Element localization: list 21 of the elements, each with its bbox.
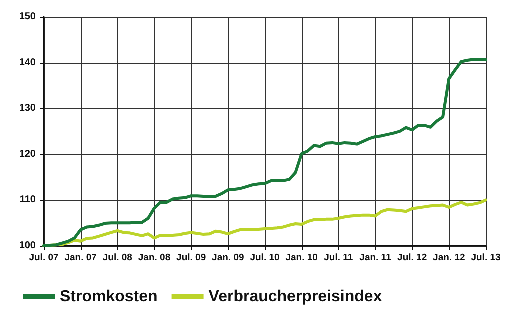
x-tick-label: Jul. 09 <box>176 252 206 264</box>
legend-label: Verbraucherpreisindex <box>208 288 382 306</box>
x-tick-label: Jan. 11 <box>360 252 392 264</box>
x-tick-label: Jan. 08 <box>138 252 171 264</box>
x-tick-label: Jan. 12 <box>433 252 466 264</box>
x-tick-label: Jul. 12 <box>398 252 428 264</box>
x-tick-label: Jul. 08 <box>102 252 132 264</box>
x-tick-label: Jan. 07 <box>64 252 97 264</box>
y-tick-label: 150 <box>19 12 36 22</box>
x-tick-label: Jan. 10 <box>286 252 318 264</box>
legend-label: Stromkosten <box>60 288 158 306</box>
x-tick-label: Jul. 11 <box>324 252 354 264</box>
x-tick-label: Jul. 07 <box>29 252 59 264</box>
y-tick-label: 110 <box>20 194 36 206</box>
y-tick-label: 140 <box>19 57 36 68</box>
y-tick-label: 100 <box>19 240 36 252</box>
y-tick-label: 120 <box>19 148 36 160</box>
y-tick-label: 130 <box>19 103 36 114</box>
x-tick-label: Jul. 13 <box>471 252 501 264</box>
x-tick-label: Jan. 09 <box>212 252 244 264</box>
x-tick-label: Jul. 10 <box>250 252 280 264</box>
